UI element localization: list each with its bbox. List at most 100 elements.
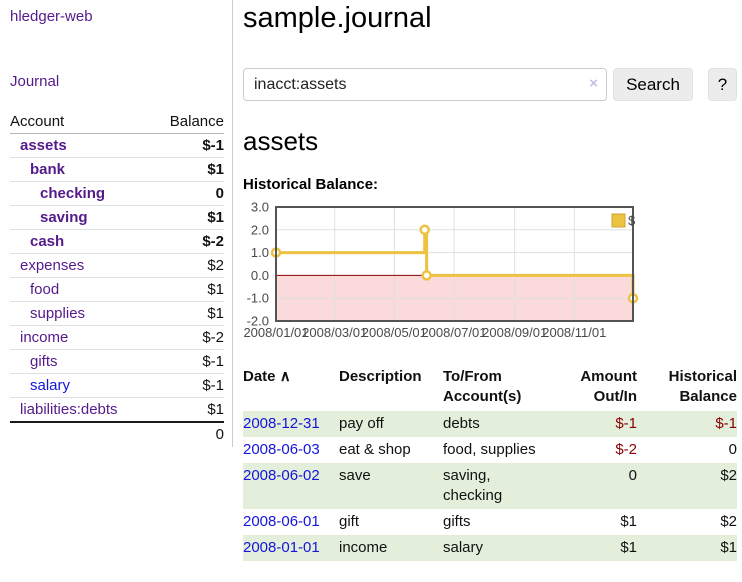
account-link[interactable]: checking <box>40 185 106 202</box>
transaction-date-link[interactable]: 2008-06-01 <box>243 513 320 530</box>
transaction-date-link[interactable]: 2008-06-03 <box>243 441 320 458</box>
account-row: income $-2 <box>10 325 224 350</box>
account-heading: assets <box>243 126 319 156</box>
transaction-row: 2008-06-03 eat & shop food, supplies $-2 0 <box>243 437 737 463</box>
account-link[interactable]: gifts <box>30 353 58 370</box>
account-balance: $1 <box>152 397 224 423</box>
account-link[interactable]: salary <box>30 377 71 394</box>
data-point <box>419 224 430 236</box>
account-link[interactable]: bank <box>30 161 66 178</box>
transaction-balance: $1 <box>637 535 737 561</box>
account-row: gifts $-1 <box>10 349 224 374</box>
transaction-balance: $2 <box>720 513 737 530</box>
account-link[interactable]: cash <box>30 233 65 250</box>
transaction-amount: $-2 <box>615 441 637 458</box>
account-link[interactable]: expenses <box>20 257 85 274</box>
transaction-balance: $-1 <box>637 411 737 437</box>
svg-text:3.0: 3.0 <box>251 200 269 215</box>
account-row: expenses $2 <box>10 253 224 278</box>
transaction-row: 2008-06-01 gift gifts $1 $2 <box>243 509 737 535</box>
search-form: × Search ? <box>243 68 742 101</box>
account-balance: $-2 <box>152 325 224 350</box>
svg-text:1.0: 1.0 <box>251 245 269 260</box>
transaction-balance: 0 <box>728 441 737 458</box>
account-row: food $1 <box>10 277 224 302</box>
clear-search-icon[interactable]: × <box>589 75 598 92</box>
account-row: cash $-2 <box>10 229 224 254</box>
search-input[interactable] <box>243 68 607 101</box>
transaction-description: income <box>339 535 443 561</box>
accounts-col-balance: Balance <box>152 111 224 134</box>
account-link[interactable]: assets <box>20 137 67 154</box>
account-balance: $1 <box>152 277 224 302</box>
svg-text:2008/11/01: 2008/11/01 <box>542 325 606 340</box>
account-link[interactable]: supplies <box>30 305 86 322</box>
accounts-total-row: 0 <box>10 421 224 446</box>
column-header-amount: Amount Out/In <box>580 368 637 405</box>
account-balance: $-1 <box>152 349 224 374</box>
transaction-date-link[interactable]: 2008-12-31 <box>243 415 320 432</box>
svg-text:-1.0: -1.0 <box>247 291 269 306</box>
transactions-header-row: Date ∧ Description To/From Account(s) Am… <box>243 365 737 411</box>
main-content: sample.journal × Search ? assets Histori… <box>233 0 742 561</box>
account-row: salary $-1 <box>10 373 224 398</box>
account-balance: $1 <box>152 157 224 182</box>
account-balance: $-1 <box>152 133 224 158</box>
accounts-table: Account Balance assets $-1 bank $1 checking 0… <box>10 111 224 446</box>
svg-text:2008/01/01: 2008/01/01 <box>243 325 308 340</box>
transaction-amount: 0 <box>547 463 637 509</box>
transaction-accounts: debts <box>443 411 547 437</box>
page: hledger-web Journal Account Balance asse… <box>10 0 742 561</box>
account-balance: $-2 <box>152 229 224 254</box>
accounts-table-body: assets $-1 bank $1 checking 0 saving $1 cash $-2 e… <box>10 133 224 423</box>
chart-svg: $3.0 2.0 1.0 0.0 -1.0 -2.02008/01/012008/03/0… <box>243 200 639 340</box>
account-row: supplies $1 <box>10 301 224 326</box>
page-title: sample.journal <box>243 2 432 34</box>
transaction-amount: $1 <box>547 535 637 561</box>
account-balance: $1 <box>152 301 224 326</box>
search-box: × <box>243 68 607 101</box>
svg-text:2008/05/01: 2008/05/01 <box>362 325 427 340</box>
account-row: saving $1 <box>10 205 224 230</box>
account-link[interactable]: income <box>20 329 69 346</box>
sidebar-item-journal[interactable]: Journal <box>10 73 60 90</box>
column-header-description: Description <box>339 368 422 385</box>
accounts-total-value: 0 <box>152 421 224 446</box>
sort-asc-icon: ∧ <box>279 368 291 385</box>
account-link[interactable]: saving <box>40 209 88 226</box>
account-link[interactable]: food <box>30 281 60 298</box>
account-balance: 0 <box>152 181 224 206</box>
historical-balance-chart: $3.0 2.0 1.0 0.0 -1.0 -2.0 2008/01/01 2008/03/0… <box>243 200 643 342</box>
transaction-date-link[interactable]: 2008-01-01 <box>243 539 320 556</box>
svg-text:0.0: 0.0 <box>251 268 269 283</box>
search-button[interactable]: Search <box>613 68 693 101</box>
transaction-amount: $-1 <box>547 411 637 437</box>
help-button[interactable]: ? <box>708 68 737 101</box>
transaction-description: gift <box>339 513 360 530</box>
column-header-date[interactable]: Date ∧ <box>243 368 291 385</box>
transaction-date-link[interactable]: 2008-06-02 <box>243 467 320 484</box>
transaction-description: save <box>339 463 443 509</box>
transaction-description: pay off <box>339 411 443 437</box>
transaction-row: 2008-01-01 income salary $1 $1 <box>243 535 737 561</box>
transaction-row: 2008-12-31 pay off debts $-1 $-1 <box>243 411 737 437</box>
transaction-amount: $1 <box>620 513 637 530</box>
transaction-accounts: salary <box>443 535 547 561</box>
svg-text:2008/09/01: 2008/09/01 <box>482 325 547 340</box>
svg-text:2008/07/01: 2008/07/01 <box>421 325 486 340</box>
legend-swatch <box>611 213 626 228</box>
svg-text:2008/03/01: 2008/03/01 <box>302 325 367 340</box>
account-row: bank $1 <box>10 157 224 182</box>
chart-title: Historical Balance: <box>243 176 379 193</box>
transaction-balance: $2 <box>637 463 737 509</box>
account-row: assets $-1 <box>10 133 224 158</box>
account-link[interactable]: liabilities:debts <box>20 401 118 418</box>
transactions-table-body: 2008-12-31 pay off debts $-1 $-1 2008-06-03 ea… <box>243 411 737 561</box>
app-title-link[interactable]: hledger-web <box>10 8 93 25</box>
transaction-accounts: saving, checking <box>443 463 547 509</box>
data-point <box>421 270 432 281</box>
column-header-balance: Historical Balance <box>668 368 737 405</box>
account-balance: $1 <box>152 205 224 230</box>
column-header-accounts: To/From Account(s) <box>443 368 522 405</box>
svg-text:2.0: 2.0 <box>251 222 269 237</box>
